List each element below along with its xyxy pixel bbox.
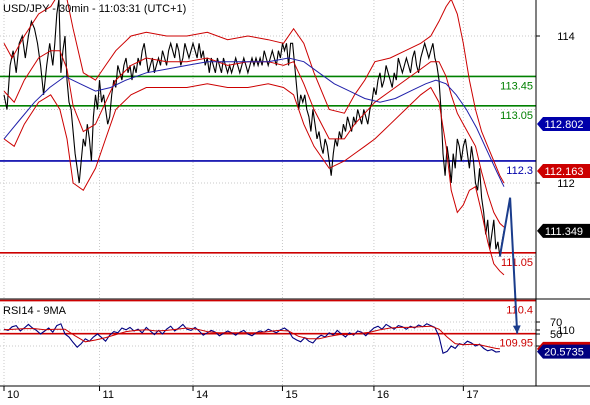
price-tag-box — [537, 117, 590, 132]
x-tick-label: 14 — [196, 389, 208, 400]
level-label: 111.05 — [501, 257, 533, 269]
price-tag-label: 112.163 — [545, 166, 584, 178]
level-label: 110.4 — [506, 305, 533, 317]
x-tick-label: 11 — [103, 389, 114, 400]
rsi-ytick-label: 70 — [550, 317, 562, 329]
rsi-tag-box — [537, 344, 590, 359]
projection-arrowhead — [512, 325, 521, 334]
rsi-tag-label: 20.5735 — [544, 347, 584, 359]
x-tick-label: 16 — [377, 389, 389, 400]
price-series-line — [3, 50, 505, 228]
price-ytick-label: 114 — [557, 31, 575, 43]
x-tick-label: 15 — [285, 389, 297, 400]
price-chart-title: USD/JPY - 30min - 11:03:31 (UTC+1) — [3, 3, 186, 15]
level-label: 113.45 — [500, 80, 533, 92]
price-series-line — [3, 0, 505, 184]
price-series-line — [3, 83, 505, 276]
price-tag-box — [537, 223, 590, 238]
x-tick-label: 17 — [466, 389, 478, 400]
price-series-line — [3, 0, 505, 257]
level-label: 109.95 — [499, 338, 533, 350]
price-tag-label: 112.802 — [545, 119, 584, 131]
rsi-series-line — [3, 323, 500, 354]
price-ytick-label: 112 — [557, 178, 575, 190]
rsi-ytick-label: 50 — [550, 329, 562, 341]
x-tick-label: 10 — [7, 389, 19, 400]
price-tag-label: 111.349 — [545, 226, 583, 238]
price-series-line — [3, 57, 505, 187]
rsi-panel-title: RSI14 - 9MA — [3, 305, 67, 317]
level-label: 112.3 — [506, 165, 533, 177]
price-ytick-label: 110 — [557, 325, 575, 337]
rsi-series-line — [3, 325, 500, 350]
level-label: 113.05 — [500, 110, 533, 122]
projection-line — [498, 197, 519, 334]
price-tag-box — [537, 164, 590, 179]
